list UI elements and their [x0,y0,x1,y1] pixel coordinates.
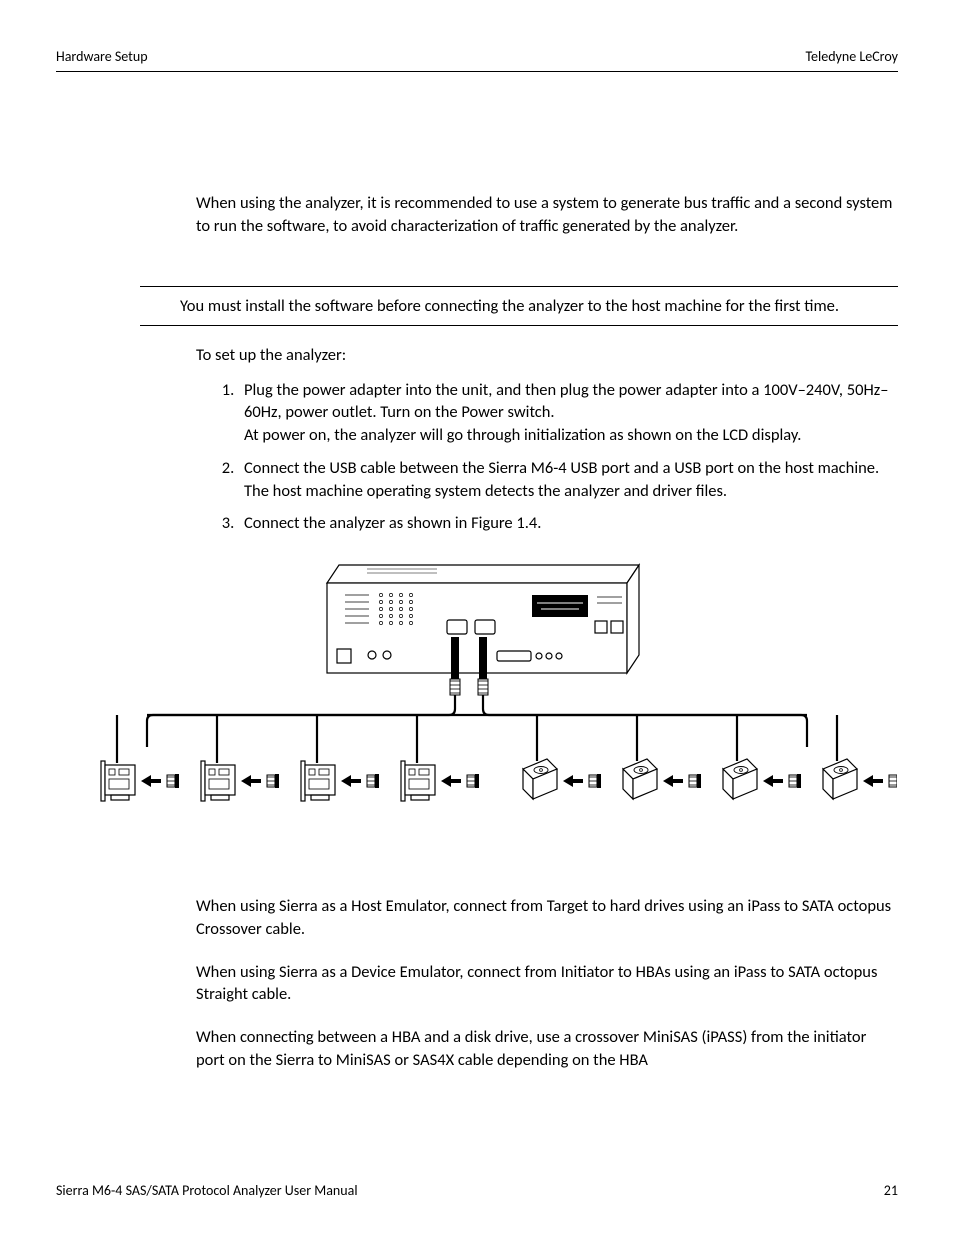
steps-lead: To set up the analyzer: [196,344,898,367]
footer-right: 21 [884,1182,898,1199]
step-item: Plug the power adapter into the unit, an… [238,379,898,447]
step-item: Connect the USB cable between the Sierra… [238,457,898,503]
step-item: Connect the analyzer as shown in Figure … [238,512,898,535]
header-left: Hardware Setup [56,48,148,65]
page-header: Hardware Setup Teledyne LeCroy [56,48,898,72]
note-box: You must install the software before con… [140,286,898,326]
intro-paragraph: When using the analyzer, it is recommend… [196,192,898,238]
footer-left: Sierra M6-4 SAS/SATA Protocol Analyzer U… [56,1182,358,1199]
connection-diagram [56,555,898,835]
after-figure-paragraph: When connecting between a HBA and a disk… [196,1026,898,1072]
after-figure-paragraph: When using Sierra as a Host Emulator, co… [196,895,898,941]
page-footer: Sierra M6-4 SAS/SATA Protocol Analyzer U… [56,1182,898,1199]
steps-list: Plug the power adapter into the unit, an… [196,379,898,536]
after-figure-paragraph: When using Sierra as a Device Emulator, … [196,961,898,1007]
header-right: Teledyne LeCroy [805,48,898,65]
